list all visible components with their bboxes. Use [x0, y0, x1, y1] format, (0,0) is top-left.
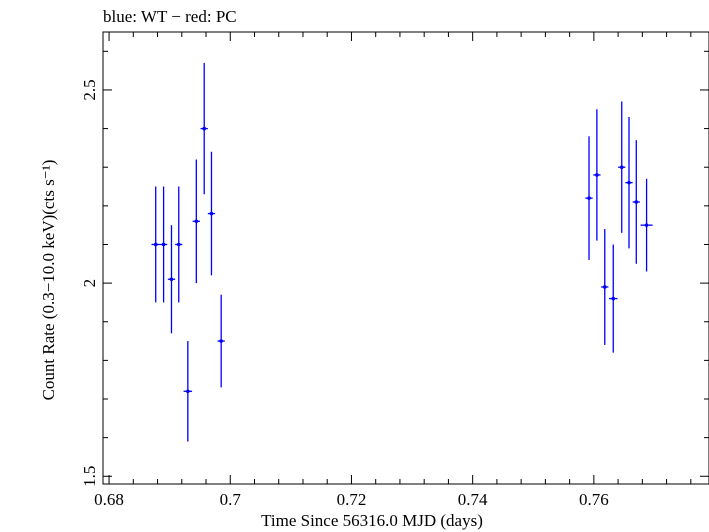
data-point — [585, 136, 593, 260]
y-tick-label: 1.5 — [80, 466, 99, 487]
point-marker — [161, 242, 166, 247]
point-marker — [587, 196, 591, 200]
x-tick-label: 0.74 — [458, 490, 488, 509]
point-marker — [595, 173, 599, 177]
data-point — [609, 244, 618, 353]
data-point — [192, 159, 200, 284]
data-points — [151, 62, 653, 442]
point-marker — [627, 180, 631, 185]
y-axis-label: Count Rate (0.3−10.0 keV)(cts s⁻¹) — [39, 160, 58, 401]
point-marker — [219, 339, 223, 343]
point-marker — [634, 200, 639, 204]
data-point — [593, 109, 601, 241]
data-point — [217, 294, 225, 388]
chart-title: blue: WT − red: PC — [103, 7, 237, 26]
data-point — [625, 116, 633, 249]
point-marker — [619, 165, 624, 170]
data-point — [200, 62, 208, 195]
point-marker — [194, 219, 199, 224]
data-point — [207, 151, 216, 276]
data-point — [151, 186, 160, 303]
data-point — [183, 341, 193, 442]
data-point — [618, 101, 626, 233]
data-point — [601, 229, 609, 345]
x-tick-label: 0.72 — [337, 490, 367, 509]
x-axis-label: Time Since 56316.0 MJD (days) — [261, 511, 483, 530]
axis-ticks: 0.68 0.7 0.72 0.74 0.76 1.5 2 2.5 — [80, 32, 709, 509]
y-tick-label: 2.5 — [80, 79, 99, 100]
data-point — [175, 186, 183, 303]
point-marker — [611, 296, 616, 301]
data-point — [640, 178, 653, 272]
point-marker — [169, 277, 174, 282]
point-marker — [202, 126, 207, 131]
data-point — [167, 225, 176, 334]
data-point — [632, 140, 640, 264]
point-marker — [602, 285, 607, 289]
plot-frame — [102, 31, 709, 485]
y-tick-label: 2 — [80, 279, 99, 288]
point-marker — [176, 242, 181, 247]
x-tick-label: 0.7 — [220, 490, 242, 509]
data-point — [159, 186, 168, 303]
x-tick-label: 0.76 — [579, 490, 609, 509]
point-marker — [209, 211, 214, 216]
point-marker — [644, 223, 649, 227]
point-marker — [186, 389, 190, 394]
point-marker — [153, 242, 158, 247]
x-tick-label: 0.68 — [94, 490, 124, 509]
